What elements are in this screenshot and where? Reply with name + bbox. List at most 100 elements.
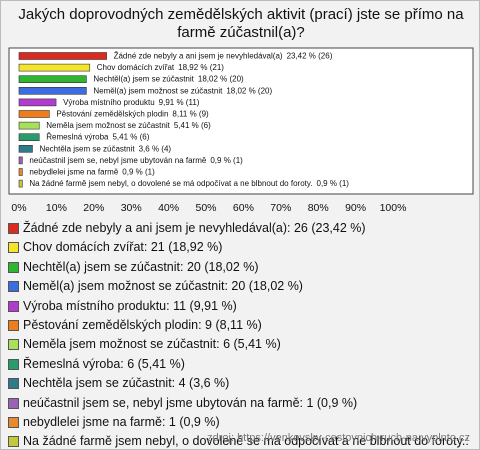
bar <box>18 121 40 130</box>
chart-title: Jakých doprovodných zemědělských aktivit… <box>18 6 464 41</box>
legend-swatch <box>8 242 19 254</box>
bar-label: Neměl(a) jsem možnost se zúčastnit 18,02 … <box>93 86 272 95</box>
x-tick-label: 100% <box>380 202 407 214</box>
value-label: 5,41 % (6) <box>174 121 211 130</box>
bar-category: Pěstování zemědělských plodin <box>56 110 168 119</box>
value-label: 0,9 % (1) <box>210 156 243 165</box>
value-label: 9,91 % (11) <box>159 98 200 107</box>
legend-item: Chov domácích zvířat: 21 (18,92 %) <box>8 239 473 255</box>
bar <box>18 75 87 84</box>
legend-item: neúčastnil jsem se, nebyl jsme ubytován … <box>8 395 473 411</box>
bar-label: Chov domácích zvířat 18,92 % (21) <box>97 63 225 72</box>
bar-label: Nechtěl(a) jsem se zúčastnit 18,02 % (20) <box>93 75 244 84</box>
bar-label: Pěstování zemědělských plodin 8,11 % (9) <box>56 110 209 119</box>
plot-frame <box>8 47 474 195</box>
legend-label: neúčastnil jsem se, nebyl jsme ubytován … <box>23 395 358 410</box>
legend-swatch <box>8 300 19 312</box>
legend-label: Výroba místního produktu: 11 (9,91 %) <box>23 298 237 313</box>
legend-item: Žádné zde nebyly a ani jsem je nevyhledá… <box>8 220 473 236</box>
x-tick-label: 90% <box>345 202 366 214</box>
legend-swatch <box>8 378 19 390</box>
bar-category: Nechtěl(a) jsem se zúčastnit <box>93 75 194 84</box>
bar <box>18 168 23 176</box>
legend-label: Neměla jsem možnost se zúčastnit: 6 (5,4… <box>23 337 281 352</box>
legend-label: Chov domácích zvířat: 21 (18,92 %) <box>23 240 223 255</box>
value-label: 18,92 % (21) <box>178 63 224 72</box>
legend-item: Neměla jsem možnost se zúčastnit: 6 (5,4… <box>8 336 473 352</box>
bar-category: Nechtěla jsem se zúčastnit <box>39 144 135 153</box>
value-label: 23,42 % (26) <box>287 52 333 61</box>
legend-item: Řemeslná výroba: 6 (5,41 %) <box>8 356 473 372</box>
bar <box>18 98 57 107</box>
value-label: 0,9 % (1) <box>317 179 350 188</box>
legend-swatch <box>8 416 19 428</box>
bar <box>18 86 87 95</box>
value-label: 5,41 % (6) <box>112 133 149 142</box>
bar-category: Chov domácích zvířat <box>97 63 175 72</box>
legend-label: Pěstování zemědělských plodin: 9 (8,11 %… <box>23 317 262 332</box>
legend-item: Neměl(a) jsem možnost se zúčastnit: 20 (… <box>8 278 473 294</box>
legend-label: nebydlelei jsme na farmě: 1 (0,9 %) <box>23 414 220 429</box>
x-tick-label: 60% <box>233 202 254 214</box>
legend-swatch <box>8 223 19 234</box>
x-tick-label: 50% <box>195 202 216 214</box>
legend-item: Na žádné farmě jsem nebyl, o dovolené se… <box>8 433 473 449</box>
bar-label: Řemeslná výroba 5,41 % (6) <box>46 133 149 142</box>
legend-item: Nechtěla jsem se zúčastnit: 4 (3,6 %) <box>8 375 473 391</box>
legend-swatch <box>8 436 19 448</box>
legend-label: Nechtěla jsem se zúčastnit: 4 (3,6 %) <box>23 376 230 391</box>
x-tick-label: 80% <box>308 202 329 214</box>
legend-label: Žádné zde nebyly a ani jsem je nevyhledá… <box>23 221 366 235</box>
x-tick-label: 20% <box>83 202 104 214</box>
legend-swatch <box>8 261 19 273</box>
bar-label: neúčastnil jsem se, nebyl jsme ubytován … <box>29 156 243 165</box>
value-label: 18,02 % (20) <box>226 86 272 95</box>
legend-swatch <box>8 339 19 351</box>
legend-item: Výroba místního produktu: 11 (9,91 %) <box>8 298 473 314</box>
bar-label: Žádné zde nebyly a ani jsem je nevyhledá… <box>114 52 333 61</box>
legend: Žádné zde nebyly a ani jsem je nevyhledá… <box>8 220 473 449</box>
legend-label: Na žádné farmě jsem nebyl, o dovolené se… <box>23 434 469 449</box>
bar <box>18 133 40 141</box>
bar-category: neúčastnil jsem se, nebyl jsme ubytován … <box>29 156 207 165</box>
x-tick-label: 10% <box>46 202 67 214</box>
legend-swatch <box>8 319 19 331</box>
value-label: 3,6 % (4) <box>139 144 172 153</box>
value-label: 8,11 % (9) <box>172 110 209 119</box>
legend-swatch <box>8 397 19 409</box>
bar-category: Na žádné farmě jsem nebyl, o dovolené se… <box>29 179 312 188</box>
legend-label: Řemeslná výroba: 6 (5,41 %) <box>23 356 185 371</box>
legend-item: Nechtěl(a) jsem se zúčastnit: 20 (18,02 … <box>8 259 473 275</box>
value-label: 0,9 % (1) <box>122 168 155 177</box>
x-tick-label: 40% <box>158 202 179 214</box>
legend-label: Nechtěl(a) jsem se zúčastnit: 20 (18,02 … <box>23 259 259 274</box>
bar <box>18 63 91 72</box>
legend-label: Neměl(a) jsem možnost se zúčastnit: 20 (… <box>23 279 303 294</box>
bar <box>18 179 23 188</box>
chart: 0% 10% 20% 30% 40% 50% 60% 70% 80% 90% 100% Žádné z… <box>8 47 474 214</box>
bar-category: Neměla jsem možnost se zúčastnit <box>46 121 170 130</box>
bar <box>18 110 50 118</box>
bar-label: Nechtěla jsem se zúčastnit 3,6 % (4) <box>39 144 171 153</box>
legend-swatch <box>8 281 19 293</box>
source: zdroj: https://venkovsky-cestovnich-ruch… <box>207 432 470 444</box>
bar-label: Na žádné farmě jsem nebyl, o dovolené se… <box>29 179 349 188</box>
bar-category: Neměl(a) jsem možnost se zúčastnit <box>93 86 223 95</box>
bar-category: Řemeslná výroba <box>46 133 109 142</box>
value-label: 18,02 % (20) <box>198 75 244 84</box>
bar-label: Neměla jsem možnost se zúčastnit 5,41 % (… <box>46 121 211 130</box>
bar <box>18 145 33 153</box>
x-tick-label: 70% <box>270 202 291 214</box>
bar <box>18 52 107 60</box>
bar-category: nebydlelei jsme na farmě <box>29 168 118 177</box>
legend-item: nebydlelei jsme na farmě: 1 (0,9 %) <box>8 414 473 430</box>
legend-item: Pěstování zemědělských plodin: 9 (8,11 %… <box>8 317 473 333</box>
bar-category: Výroba místního produktu <box>63 98 155 107</box>
x-tick-label: 30% <box>121 202 142 214</box>
x-tick-label: 0% <box>11 202 26 214</box>
legend-swatch <box>8 358 19 370</box>
bar-label: Výroba místního produktu 9,91 % (11) <box>63 98 200 107</box>
bar <box>18 156 23 165</box>
bar-label: nebydlelei jsme na farmě 0,9 % (1) <box>29 168 155 177</box>
